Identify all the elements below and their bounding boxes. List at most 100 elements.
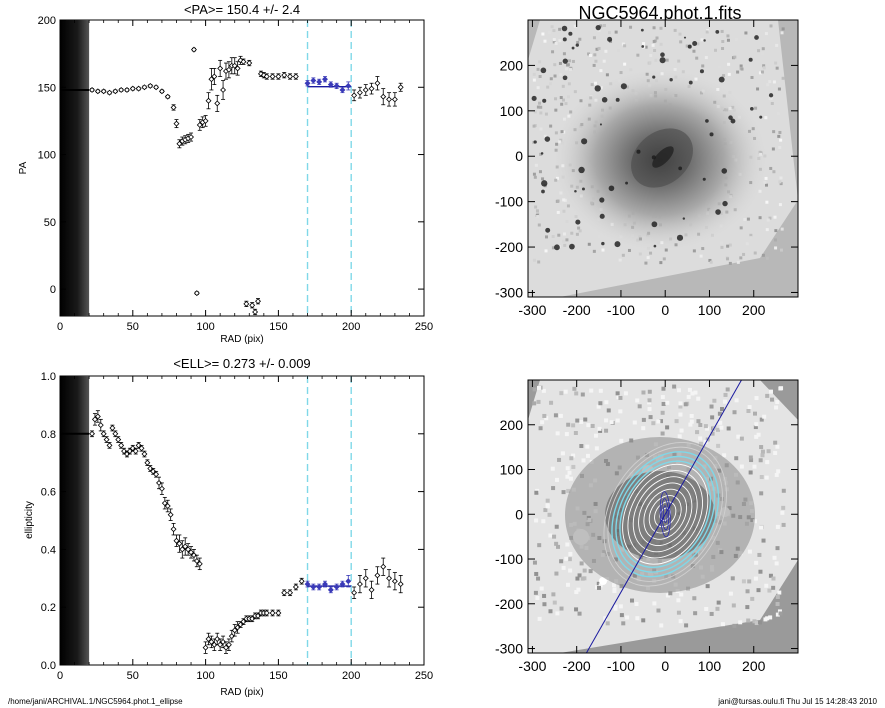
- ell-data-point: [112, 430, 119, 438]
- ell-y-tick-label: 1.0: [41, 371, 56, 383]
- pa-data-point: [246, 59, 253, 67]
- ell-data-point: [386, 569, 393, 588]
- masked-image: [528, 380, 798, 653]
- pa-inner-region: [60, 20, 90, 316]
- ell-data-point: [281, 589, 288, 597]
- image-y-tick-label: 200: [500, 57, 524, 73]
- pa-profile-panel: <PA>= 150.4 +/- 2.4 0 50 100 150 200 250 0 50 10…: [18, 2, 433, 345]
- ell-data-point: [89, 430, 95, 438]
- pa-data-point: [208, 68, 215, 91]
- ell-data-point: [170, 522, 177, 536]
- pa-data-point: [193, 290, 200, 297]
- ell-x-tick-label: 0: [57, 670, 63, 682]
- ell-x-tick-label: 100: [196, 670, 214, 682]
- overlay-y-tick-label: 200: [500, 417, 524, 433]
- ell-data-point: [118, 442, 125, 449]
- ell-data-point: [208, 635, 215, 649]
- ell-data-point: [362, 569, 369, 588]
- pa-data-point: [275, 73, 282, 80]
- overlay-x-tick-label: 0: [661, 658, 669, 674]
- ell-data-point: [304, 580, 311, 588]
- image-y-tick-label: 0: [515, 148, 523, 164]
- overlay-y-tick-label: 100: [500, 462, 524, 478]
- pa-data-point: [89, 86, 95, 93]
- ell-data-point: [205, 632, 212, 646]
- ell-data-point: [179, 540, 186, 559]
- pa-data-point: [252, 308, 259, 316]
- ell-data-point: [263, 609, 270, 617]
- pa-y-tick-label: 0: [50, 284, 56, 296]
- ell-x-tick-label: 250: [415, 670, 433, 682]
- ell-data-point: [333, 583, 340, 591]
- pa-data-point: [158, 88, 165, 95]
- pa-data-point: [220, 80, 227, 100]
- ell-data-point: [220, 635, 227, 649]
- ell-data-point: [121, 447, 128, 455]
- overlay-x-tick-label: -200: [563, 658, 591, 674]
- pa-data-point: [231, 57, 238, 75]
- ell-data-point: [135, 442, 142, 449]
- ell-data-point: [397, 575, 404, 594]
- image-y-tick-label: -100: [495, 194, 523, 210]
- pa-data-point: [243, 300, 250, 307]
- pa-data-point: [190, 46, 197, 53]
- ell-y-axis-label: ellipticity: [24, 501, 35, 539]
- ell-y-tick-label: 0.0: [41, 660, 56, 672]
- pa-data-point: [304, 80, 311, 87]
- ell-data-point: [322, 580, 328, 588]
- bar-isophote: [661, 498, 670, 531]
- pa-data-point: [153, 84, 160, 91]
- ell-data-point: [161, 496, 168, 510]
- footer-user-timestamp: jani@tursas.oulu.fi Thu Jul 15 14:28:43 …: [718, 697, 877, 706]
- galaxy-image: [528, 20, 798, 297]
- ell-data-point: [167, 508, 174, 521]
- pa-data-point: [255, 298, 261, 305]
- pa-data-point: [281, 72, 288, 79]
- ell-data-point: [327, 586, 334, 594]
- ell-data-point: [91, 413, 98, 426]
- pa-y-tick-label: 150: [38, 82, 56, 94]
- ell-data-point: [153, 470, 160, 478]
- ell-data-point: [391, 572, 398, 591]
- image-y-tick-label: 100: [500, 103, 524, 119]
- pa-data-point: [106, 89, 113, 96]
- overlay-x-tick-label: -300: [518, 658, 546, 674]
- pa-data-point: [188, 132, 195, 142]
- ell-data-point: [228, 629, 235, 643]
- ell-y-tick-label: 0.8: [41, 429, 56, 441]
- ell-data-point: [214, 632, 221, 646]
- ell-data-point: [185, 543, 192, 556]
- ell-data-point: [106, 442, 113, 449]
- ell-data-point: [190, 549, 197, 562]
- overlay-axes: -300 -200 -100 0 100 200 -300 -200 -100 0 100 200: [495, 380, 798, 674]
- pa-x-tick-label: 50: [127, 321, 139, 333]
- pa-data-point: [391, 92, 398, 107]
- pa-x-tick-label: 200: [342, 321, 360, 333]
- ell-data-point: [351, 586, 358, 599]
- ell-x-tick-label: 150: [269, 670, 287, 682]
- pa-data-point: [287, 73, 294, 80]
- pa-data-point: [135, 85, 142, 92]
- pa-data-point: [351, 89, 358, 102]
- pa-axes: 0 50 100 150 200 250 0 50 100 150 200: [38, 15, 434, 333]
- ell-data-point: [182, 537, 189, 556]
- ell-y-tick-label: 0.2: [41, 602, 56, 614]
- pa-data-point: [205, 92, 212, 110]
- pa-x-tick-label: 150: [269, 321, 287, 333]
- image-x-tick-label: 100: [698, 302, 722, 318]
- overlay-y-tick-label: -300: [495, 641, 523, 657]
- pa-data-point: [112, 88, 119, 95]
- ell-data-point: [188, 546, 195, 559]
- image-x-tick-label: -200: [563, 302, 591, 318]
- pa-data-point: [240, 58, 247, 65]
- ell-data-point: [115, 436, 122, 443]
- ell-data-point: [94, 410, 101, 423]
- ell-data-point: [269, 609, 276, 617]
- pa-y-tick-label: 50: [44, 217, 56, 229]
- pa-data-point: [217, 59, 224, 77]
- ell-data-point: [374, 566, 381, 585]
- ell-x-tick-label: 50: [127, 670, 139, 682]
- pa-data-point: [196, 119, 203, 131]
- pa-data-point: [263, 73, 270, 80]
